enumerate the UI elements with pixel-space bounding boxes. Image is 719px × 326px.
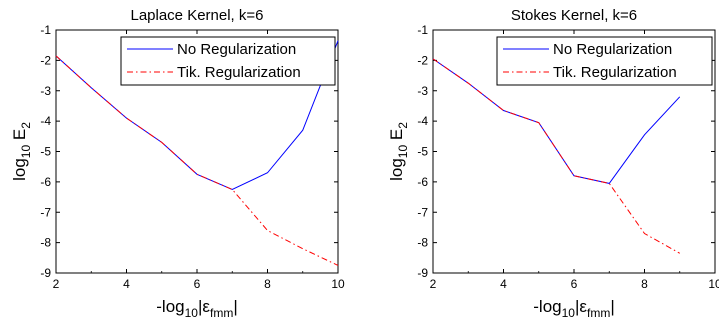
x-tick-label: 4: [500, 277, 507, 291]
legend-box: [120, 36, 336, 86]
y-tick-label: -9: [40, 266, 51, 280]
y-tick-label: -2: [417, 53, 428, 67]
y-tick-label: -5: [417, 145, 428, 159]
y-tick-label: -5: [40, 145, 51, 159]
y-tick-label: -8: [417, 236, 428, 250]
x-tick-label: 8: [264, 277, 271, 291]
x-axis-label: -log10|εfmm|: [533, 297, 614, 320]
y-tick-label: -4: [40, 114, 51, 128]
panel-1: Laplace Kernel, k=6 2 4 6 8 10 -1 -2 -3 -4 -5 -6 -7 -…: [10, 7, 345, 320]
y-tick-label: -7: [40, 205, 51, 219]
x-tick-label: 2: [430, 277, 437, 291]
y-tick-label: -1: [40, 23, 51, 37]
x-tick-label: 6: [194, 277, 201, 291]
y-axis-label: log10 E2: [387, 122, 410, 181]
panel-2: Stokes Kernel, k=6 2 4 6 8 10 -1 -2 -3 -4 -5 -6 -7 -8…: [387, 7, 719, 320]
y-axis-label: log10 E2: [10, 122, 33, 181]
x-tick-label: 2: [53, 277, 60, 291]
legend-label: Tik. Regularization: [177, 64, 301, 81]
y-tick-label: -8: [40, 236, 51, 250]
x-tick-label: 4: [123, 277, 130, 291]
y-tick-label: -6: [40, 175, 51, 189]
x-tick-label: 6: [571, 277, 578, 291]
y-tick-label: -3: [40, 84, 51, 98]
y-tick-label: -9: [417, 266, 428, 280]
y-tick-label: -2: [40, 53, 51, 67]
legend-label: Tik. Regularization: [553, 64, 677, 81]
legend-label: No Regularization: [177, 41, 296, 58]
chart-title: Laplace Kernel, k=6: [130, 7, 263, 24]
legend-box: [496, 36, 713, 86]
y-tick-label: -1: [417, 23, 428, 37]
y-tick-label: -6: [417, 175, 428, 189]
x-tick-label: 8: [641, 277, 648, 291]
x-tick-label: 10: [331, 277, 345, 291]
series-line-tik-regularization: [432, 58, 680, 254]
y-tick-label: -4: [417, 114, 428, 128]
y-tick-label: -3: [417, 84, 428, 98]
x-tick-label: 10: [708, 277, 719, 291]
series-line-tik-regularization: [55, 55, 339, 266]
y-tick-label: -7: [417, 205, 428, 219]
legend-label: No Regularization: [553, 41, 672, 58]
chart-title: Stokes Kernel, k=6: [511, 7, 637, 24]
x-axis-label: -log10|εfmm|: [156, 297, 237, 320]
